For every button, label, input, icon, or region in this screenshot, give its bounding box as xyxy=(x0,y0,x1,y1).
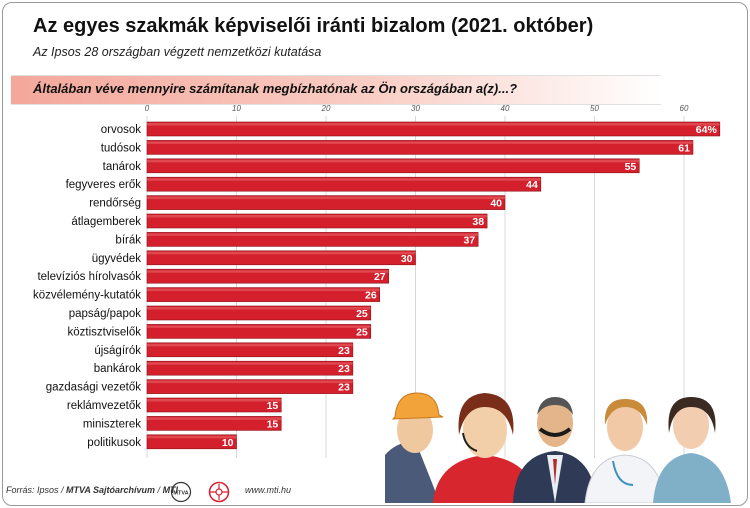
x-tick-label: 20 xyxy=(321,104,331,113)
value-label: 38 xyxy=(472,216,484,228)
category-label: bírák xyxy=(115,234,141,246)
category-label: tanárok xyxy=(103,161,142,173)
bar-highlight xyxy=(147,123,720,126)
value-label: 23 xyxy=(338,382,350,394)
value-label: 15 xyxy=(267,418,279,430)
bar-highlight xyxy=(147,399,282,402)
value-label: 64% xyxy=(696,124,718,136)
operator-figure xyxy=(433,393,537,503)
category-label: miniszterek xyxy=(83,418,141,430)
category-label: átlagemberek xyxy=(71,216,141,228)
category-label: rendőrség xyxy=(89,198,141,210)
value-labels: 64% 61 55 44 40 38 37 30 27 26 25 25 23 23 23 15 15 10 xyxy=(222,124,718,449)
category-label: orvosok xyxy=(101,124,142,136)
value-label: 44 xyxy=(526,179,538,191)
source-prefix: Forrás: Ipsos / xyxy=(6,485,67,495)
source-note: Forrás: Ipsos / MTVA Sajtóarchívum / MTI xyxy=(6,485,178,495)
value-label: 10 xyxy=(222,437,234,449)
category-label: televíziós hírolvasók xyxy=(37,271,141,283)
bar-highlight xyxy=(147,362,353,365)
question-band: Általában véve mennyire számítanak megbí… xyxy=(11,75,661,105)
x-tick-label: 0 xyxy=(145,104,150,113)
x-tick-label: 10 xyxy=(232,104,241,113)
x-tick-label: 50 xyxy=(590,104,599,113)
bar-highlight xyxy=(147,417,282,420)
category-label: bankárok xyxy=(94,363,142,375)
category-label: politikusok xyxy=(87,437,141,449)
x-tick-label: 60 xyxy=(680,104,689,113)
value-label: 23 xyxy=(338,363,350,375)
value-label: 15 xyxy=(267,400,279,412)
mti-url: www.mti.hu xyxy=(245,485,292,495)
bar-highlight xyxy=(147,141,693,144)
bar-highlight xyxy=(147,215,488,218)
category-label: fegyveres erők xyxy=(66,179,142,191)
x-axis-ticks: 0 10 20 30 40 50 60 xyxy=(145,104,689,113)
bar-highlight xyxy=(147,196,505,200)
category-label: tudósok xyxy=(101,142,142,154)
value-label: 37 xyxy=(463,234,475,246)
source-mti: MTI xyxy=(162,485,179,495)
businessman-figure xyxy=(513,397,597,503)
category-label: ügyvédek xyxy=(92,253,141,265)
bar-highlight xyxy=(147,270,389,273)
bar-highlight xyxy=(147,325,371,328)
bar-highlight xyxy=(147,435,237,439)
category-label: közvélemény-kutatók xyxy=(33,290,141,302)
bar-highlight xyxy=(147,307,371,310)
value-label: 55 xyxy=(625,161,637,173)
x-tick-label: 30 xyxy=(411,104,420,113)
worker-figure xyxy=(385,392,444,503)
value-label: 27 xyxy=(374,271,386,283)
bar-highlight xyxy=(147,233,479,236)
value-label: 25 xyxy=(356,326,368,338)
mtva-logo: MTVA xyxy=(170,481,192,503)
category-labels: orvosok tudósok tanárok fegyveres erők rendő… xyxy=(33,124,141,449)
page-title: Az egyes szakmák képviselői iránti bizal… xyxy=(33,15,594,37)
mtva-logo-text: MTVA xyxy=(173,491,188,497)
bar-highlight xyxy=(147,288,380,292)
bar-highlight xyxy=(147,251,416,255)
value-label: 23 xyxy=(338,345,350,357)
value-label: 25 xyxy=(356,308,368,320)
x-tick-label: 40 xyxy=(501,104,510,113)
value-label: 30 xyxy=(401,253,413,265)
doctor-figure xyxy=(584,399,666,503)
page-subtitle: Az Ipsos 28 országban végzett nemzetközi… xyxy=(33,45,322,59)
value-label: 26 xyxy=(365,290,377,302)
teacher-figure xyxy=(653,397,731,503)
bar-highlight xyxy=(147,380,353,384)
bar-highlight xyxy=(147,343,353,347)
category-label: papság/papok xyxy=(69,308,142,320)
category-label: gazdasági vezetők xyxy=(46,382,142,394)
category-label: újságírók xyxy=(94,345,141,357)
mti-logo xyxy=(208,481,230,503)
category-label: reklámvezetők xyxy=(67,400,141,412)
survey-question: Általában véve mennyire számítanak megbí… xyxy=(33,81,518,96)
value-label: 61 xyxy=(678,142,690,154)
value-label: 40 xyxy=(490,198,502,210)
chart-bars xyxy=(146,121,721,450)
source-archive: MTVA Sajtóarchívum xyxy=(66,485,156,495)
professionals-illustration xyxy=(385,392,731,503)
category-label: köztisztviselők xyxy=(68,326,142,338)
source-separator: / xyxy=(155,485,163,495)
bar-highlight xyxy=(147,159,640,163)
bar-highlight xyxy=(147,178,541,181)
